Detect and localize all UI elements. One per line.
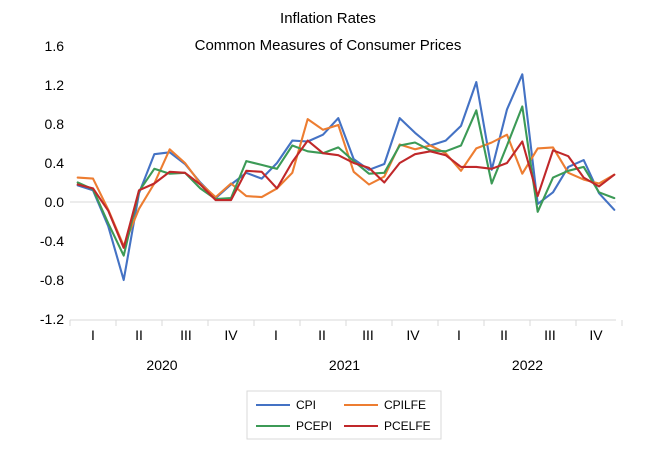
x-quarter-label: IV	[224, 327, 238, 343]
x-quarter-label: II	[135, 327, 143, 343]
y-tick-label: -1.2	[40, 311, 64, 327]
y-tick-label: -0.8	[40, 272, 64, 288]
y-tick-label: 0.8	[45, 116, 65, 132]
y-tick-label: 0.4	[45, 155, 65, 171]
x-quarter-label: I	[91, 327, 95, 343]
legend-label-cpi: CPI	[296, 398, 316, 412]
x-quarter-label: III	[180, 327, 192, 343]
legend-label-cpilfe: CPILFE	[384, 398, 426, 412]
series-line-cpilfe	[76, 118, 616, 247]
legend: CPI CPILFE PCEPI PCELFE	[246, 390, 442, 440]
x-year-label: 2020	[146, 357, 177, 373]
x-quarter-label: II	[318, 327, 326, 343]
y-tick-label: -0.4	[40, 233, 64, 249]
legend-label-pcepi: PCEPI	[296, 419, 332, 433]
x-quarter-label: III	[362, 327, 374, 343]
chart-title: Inflation Rates	[280, 10, 376, 27]
x-quarter-label: I	[457, 327, 461, 343]
axes: 1.61.20.80.40.0-0.4-0.8-1.2I II III IV I II II…	[40, 38, 623, 373]
x-quarter-label: IV	[406, 327, 420, 343]
y-tick-label: 1.6	[45, 38, 65, 54]
x-year-label: 2022	[512, 357, 543, 373]
x-quarter-label: III	[544, 327, 556, 343]
series-line-pcelfe	[76, 139, 616, 249]
x-year-label: 2021	[329, 357, 360, 373]
x-quarter-label: I	[274, 327, 278, 343]
series-lines	[76, 73, 616, 282]
y-tick-label: 1.2	[45, 77, 65, 93]
x-quarter-label: IV	[589, 327, 603, 343]
legend-label-pcelfe: PCELFE	[384, 419, 431, 433]
legend-box	[246, 390, 442, 440]
chart-subtitle: Common Measures of Consumer Prices	[195, 37, 462, 54]
y-tick-label: 0.0	[45, 194, 65, 210]
x-quarter-label: II	[500, 327, 508, 343]
